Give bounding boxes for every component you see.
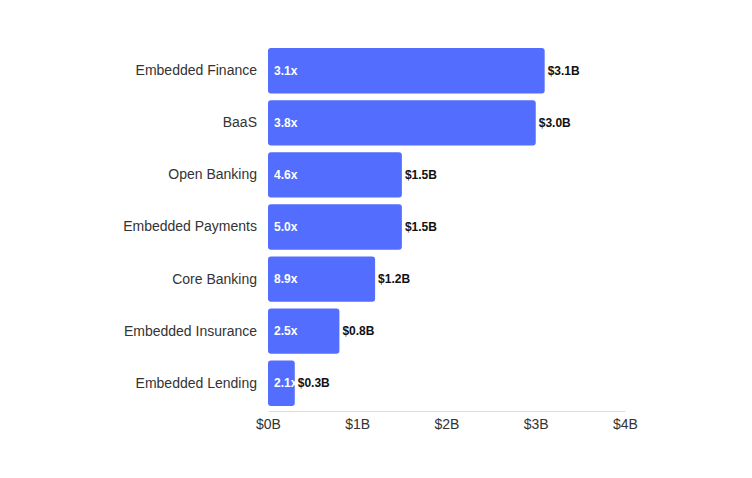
category-label: BaaS (223, 114, 257, 130)
multiple-label: 3.1x (274, 64, 298, 78)
value-tick: $2B (435, 411, 460, 432)
multiple-label: 2.5x (274, 324, 298, 338)
tick-label: $0B (256, 416, 281, 432)
value-tick: $0B (256, 411, 281, 432)
labels: 3.1x 3.8x 4.6x 5.0x 8.9x 2.5x 2.1x $3.1B $3.0B $1… (274, 64, 580, 390)
data-label: $1.5B (405, 220, 437, 234)
data-label: $3.1B (548, 64, 580, 78)
category-tick: Embedded Lending (136, 375, 260, 391)
multiple-label: 4.6x (274, 168, 298, 182)
data-label: $0.8B (342, 324, 374, 338)
chart: Embedded Finance BaaS Open Banking Embedded… (0, 0, 752, 478)
axis-line (269, 411, 626, 412)
category-tick: Embedded Payments (123, 218, 260, 234)
multiple-label: 2.1x (274, 376, 298, 390)
value-tick: $3B (524, 411, 549, 432)
bar (268, 152, 402, 197)
value-tick: $1B (345, 411, 370, 432)
category-axis: Embedded Finance BaaS Open Banking Embedded… (123, 62, 260, 390)
bar (268, 256, 375, 301)
bar (268, 204, 402, 249)
category-label: Embedded Lending (136, 375, 257, 391)
tick-label: $3B (524, 416, 549, 432)
bar (268, 48, 545, 93)
category-tick: Embedded Insurance (124, 323, 260, 339)
data-label: $1.5B (405, 168, 437, 182)
category-label: Embedded Payments (123, 218, 257, 234)
bars (268, 48, 545, 406)
category-label: Embedded Finance (136, 62, 258, 78)
value-tick: $4B (613, 411, 638, 432)
multiple-label: 8.9x (274, 272, 298, 286)
tick-label: $2B (435, 416, 460, 432)
value-axis: $0B $1B $2B $3B $4B (256, 411, 638, 432)
tick-label: $1B (345, 416, 370, 432)
category-label: Core Banking (172, 271, 257, 287)
category-tick: Embedded Finance (136, 62, 260, 78)
bar (268, 100, 536, 145)
data-label: $0.3B (298, 376, 330, 390)
data-label: $3.0B (539, 116, 571, 130)
category-tick: Core Banking (172, 271, 260, 287)
bar (268, 308, 339, 353)
category-tick: Open Banking (168, 166, 260, 182)
category-label: Open Banking (168, 166, 257, 182)
category-tick: BaaS (223, 114, 260, 130)
multiple-label: 3.8x (274, 116, 298, 130)
tick-label: $4B (613, 416, 638, 432)
category-label: Embedded Insurance (124, 323, 257, 339)
multiple-label: 5.0x (274, 220, 298, 234)
data-label: $1.2B (378, 272, 410, 286)
